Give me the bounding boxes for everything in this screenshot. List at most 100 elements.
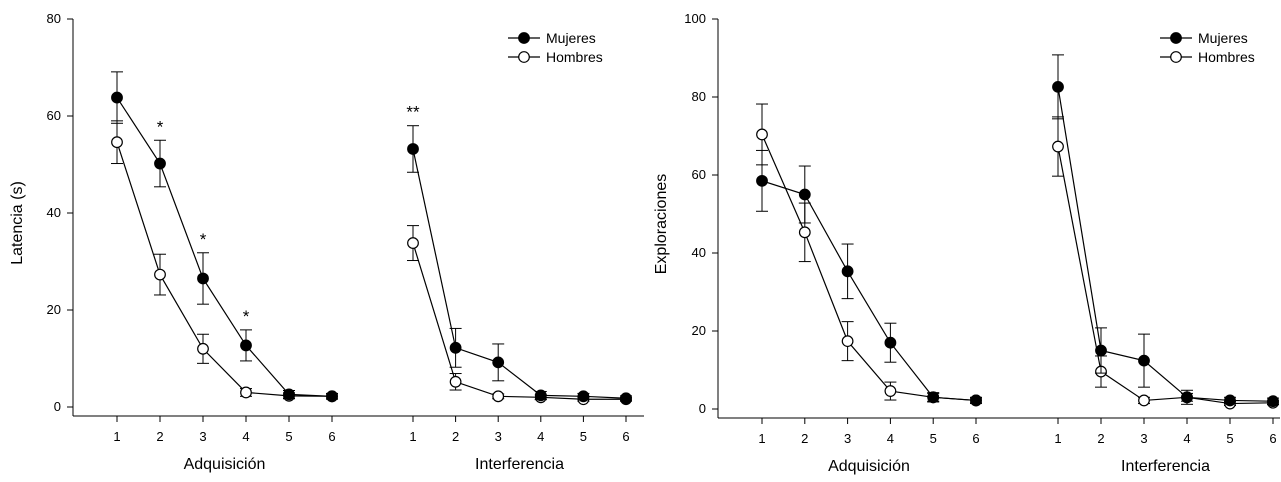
- data-point: [407, 143, 419, 155]
- significance-annotation: **: [406, 103, 420, 122]
- x-tick-label: 2: [801, 431, 808, 446]
- x-axis-title: Interferencia: [1121, 458, 1210, 475]
- legend-marker: [518, 51, 530, 63]
- data-point: [492, 356, 505, 369]
- series-line: [116, 97, 333, 397]
- x-tick-label: 6: [1269, 431, 1276, 446]
- series-line: [412, 242, 626, 400]
- x-tick-label: 5: [1226, 431, 1233, 446]
- y-tick-label: 0: [699, 401, 706, 416]
- series-line: [1057, 86, 1274, 402]
- series-line: [761, 134, 977, 402]
- data-point: [449, 375, 462, 388]
- data-point: [283, 388, 295, 401]
- x-tick-label: 2: [1097, 431, 1104, 446]
- y-tick-label: 0: [54, 399, 61, 414]
- data-point: [841, 265, 854, 278]
- data-point: [154, 157, 166, 170]
- data-point: [1138, 394, 1150, 407]
- data-point: [326, 390, 338, 403]
- legend-label: Mujeres: [1198, 30, 1248, 46]
- x-tick-label: 4: [887, 431, 894, 446]
- legend-marker: [1170, 51, 1182, 63]
- y-tick-label: 60: [47, 108, 61, 123]
- x-axis-title: Adquisición: [828, 458, 910, 475]
- data-point: [197, 342, 209, 355]
- panel-interferencia: 1 2 3 4 5 6 Interferencia: [1052, 54, 1279, 475]
- data-point: [620, 392, 632, 405]
- data-point: [1181, 391, 1193, 404]
- data-point: [111, 136, 123, 149]
- x-tick-label: 5: [930, 431, 937, 446]
- data-point: [407, 237, 419, 249]
- x-tick-label: 4: [242, 429, 249, 444]
- y-tick-label: 40: [47, 205, 61, 220]
- x-axis-title: Interferencia: [475, 456, 564, 473]
- x-tick-label: 1: [1054, 431, 1061, 446]
- x-tick-label: 2: [156, 429, 163, 444]
- series-line: [1057, 146, 1274, 405]
- series-hombres: [407, 225, 632, 406]
- y-tick-label: 20: [692, 323, 706, 338]
- legend-marker: [1170, 32, 1182, 44]
- legend-label: Mujeres: [546, 30, 596, 46]
- data-point: [756, 174, 768, 187]
- data-point: [884, 336, 897, 349]
- panel-interferencia: 1 2 3 4 5 6 Interferencia **: [406, 103, 632, 473]
- data-point: [841, 335, 854, 348]
- x-tick-label: 6: [328, 429, 335, 444]
- data-point: [154, 268, 166, 281]
- x-tick-label: 4: [537, 429, 544, 444]
- data-point: [798, 226, 811, 239]
- x-tick-label: 5: [580, 429, 587, 444]
- data-point: [884, 385, 897, 397]
- legend-label: Hombres: [546, 49, 603, 65]
- data-point: [970, 394, 982, 407]
- series-hombres: [1052, 116, 1279, 410]
- significance-annotation: *: [157, 117, 164, 136]
- series-line: [761, 180, 977, 402]
- data-point: [798, 188, 811, 201]
- data-point: [492, 390, 505, 403]
- data-point: [111, 91, 123, 104]
- x-tick-label: 3: [844, 431, 851, 446]
- y-axis-title: Exploraciones: [653, 174, 670, 275]
- series-mujeres: [1052, 54, 1279, 408]
- y-tick-label: 100: [684, 11, 706, 26]
- data-point: [1052, 80, 1064, 93]
- x-tick-label: 2: [452, 429, 459, 444]
- y-axis-title: Latencia (s): [9, 181, 26, 265]
- x-tick-label: 1: [113, 429, 120, 444]
- x-tick-label: 1: [409, 429, 416, 444]
- data-point: [534, 389, 547, 402]
- significance-annotation: *: [200, 230, 207, 249]
- y-tick-label: 20: [47, 302, 61, 317]
- x-tick-label: 5: [285, 429, 292, 444]
- panel-adquisición: 1 2 3 4 5 6 Adquisición * * *: [111, 71, 338, 473]
- data-point: [1095, 344, 1107, 357]
- panel-adquisición: 1 2 3 4 5 6 Adquisición: [756, 103, 982, 475]
- series-mujeres: [407, 125, 632, 405]
- legend-marker: [518, 32, 530, 44]
- series-mujeres: [756, 149, 982, 407]
- legend: Mujeres Hombres: [1160, 30, 1255, 65]
- legend-label: Hombres: [1198, 49, 1255, 65]
- legend: Mujeres Hombres: [508, 30, 603, 65]
- x-tick-label: 6: [622, 429, 629, 444]
- data-point: [1267, 395, 1279, 408]
- y-tick-label: 40: [692, 245, 706, 260]
- data-point: [240, 386, 252, 399]
- series-hombres: [111, 120, 338, 403]
- data-point: [927, 391, 940, 404]
- data-point: [756, 128, 768, 141]
- data-point: [240, 339, 252, 352]
- data-point: [577, 390, 590, 403]
- data-point: [1052, 140, 1064, 153]
- x-tick-label: 3: [199, 429, 206, 444]
- x-tick-label: 1: [758, 431, 765, 446]
- data-point: [1138, 354, 1150, 367]
- series-hombres: [756, 103, 982, 407]
